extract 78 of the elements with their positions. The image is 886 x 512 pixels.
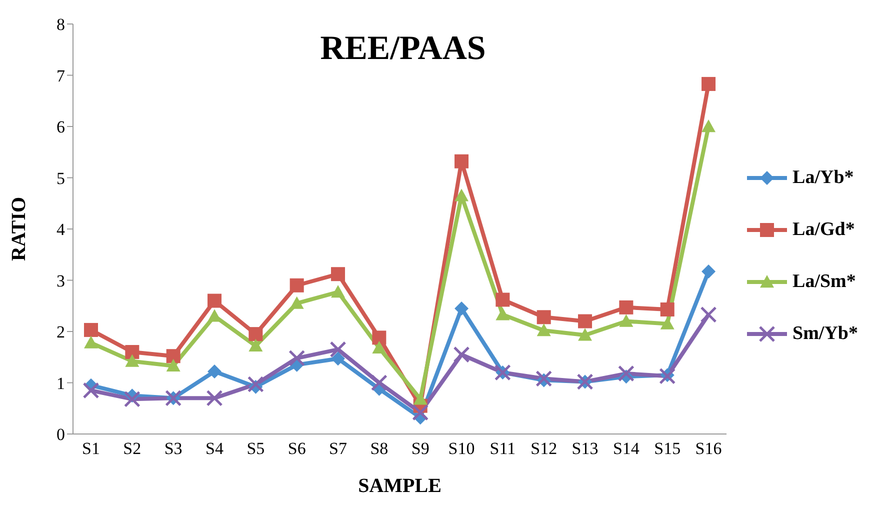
point: [660, 316, 674, 330]
point: [208, 364, 222, 378]
point: [125, 354, 140, 367]
point: [208, 294, 222, 308]
y-tick-label: 4: [56, 220, 66, 240]
x-tick-label: S11: [490, 439, 516, 458]
y-axis-title: RATIO: [8, 196, 30, 262]
point: [206, 390, 223, 406]
x-tick-label: S7: [329, 439, 348, 458]
point: [536, 323, 551, 336]
point: [454, 301, 469, 316]
point: [372, 330, 386, 345]
point: [660, 302, 674, 316]
point: [496, 292, 510, 307]
point: [288, 350, 306, 366]
legend-label: Sm/Yb*: [792, 323, 858, 345]
x-tick-label: S1: [82, 439, 100, 458]
x-tick-label: S13: [572, 439, 598, 458]
point: [370, 374, 388, 391]
point: [248, 327, 263, 342]
point: [290, 296, 304, 309]
x-tick-label: S12: [530, 439, 558, 458]
point: [453, 346, 470, 363]
x-tick-label: S6: [288, 439, 306, 458]
point: [702, 264, 716, 279]
point: [700, 306, 717, 323]
chart-title: REE/PAAS: [319, 30, 487, 68]
point: [290, 278, 304, 292]
point: [536, 310, 551, 324]
point: [412, 404, 429, 421]
x-tick-label: S8: [370, 439, 388, 458]
x-tick-label: S9: [411, 439, 430, 458]
point: [247, 376, 264, 393]
point: [413, 392, 428, 405]
y-tick-label: 3: [56, 271, 65, 290]
x-tick-label: S4: [206, 439, 224, 458]
point: [619, 314, 634, 327]
y-tick-label: 7: [56, 66, 66, 86]
x-tick-label: S14: [612, 439, 640, 458]
point: [84, 322, 98, 337]
point: [166, 358, 180, 372]
point: [125, 345, 140, 359]
y-tick-label: 0: [56, 425, 65, 444]
point: [82, 382, 100, 399]
point: [84, 336, 98, 348]
point: [166, 349, 180, 364]
legend-label: La/Gd*: [792, 219, 855, 241]
point: [248, 338, 263, 352]
y-tick-label: 8: [56, 15, 65, 34]
x-tick-label: S16: [695, 439, 722, 458]
point: [124, 390, 140, 408]
point: [618, 365, 634, 382]
x-tick-label: S2: [123, 439, 142, 458]
point: [536, 370, 552, 387]
x-tick-label: S10: [448, 439, 475, 458]
point: [702, 120, 716, 132]
x-axis-title: SAMPLE: [358, 475, 442, 497]
point: [331, 267, 346, 282]
point: [454, 154, 469, 168]
y-tick-label: 6: [56, 118, 65, 137]
point: [331, 352, 346, 366]
y-tick-label: 2: [56, 322, 65, 342]
point: [702, 76, 716, 91]
y-tick-label: 5: [56, 168, 65, 188]
point: [454, 188, 469, 202]
x-tick-label: S15: [654, 439, 681, 458]
point: [330, 341, 346, 358]
point: [619, 300, 634, 314]
y-tick-label: 1: [56, 374, 65, 393]
x-tick-label: S5: [246, 439, 265, 458]
point: [372, 340, 386, 354]
x-tick-label: S3: [164, 439, 182, 458]
legend-label: La/Sm*: [792, 271, 856, 293]
legend-label: La/Yb*: [792, 167, 854, 189]
point: [578, 328, 592, 341]
point: [331, 285, 346, 298]
point: [496, 308, 510, 320]
point: [578, 314, 592, 328]
